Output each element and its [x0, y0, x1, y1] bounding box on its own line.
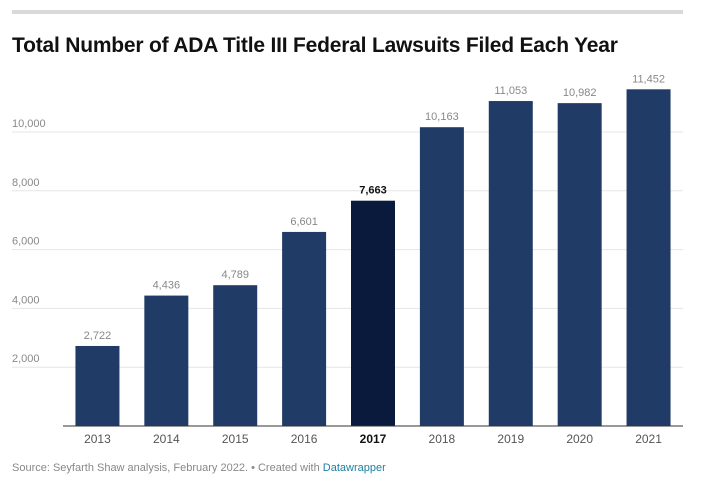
value-label-2018: 10,163: [425, 111, 459, 123]
source-text: Source: Seyfarth Shaw analysis, February…: [12, 462, 323, 474]
x-tick-label-2020: 2020: [566, 432, 593, 446]
chart-title: Total Number of ADA Title III Federal La…: [12, 34, 618, 57]
x-tick-label-2018: 2018: [429, 432, 456, 446]
value-label-2020: 10,982: [563, 87, 597, 99]
value-label-2015: 4,789: [221, 269, 249, 281]
bar-2015: [213, 285, 258, 426]
bar-2014: [144, 295, 189, 426]
value-label-2019: 11,053: [494, 85, 527, 97]
value-label-2017: 7,663: [359, 185, 387, 197]
y-tick-label: 6,000: [12, 236, 40, 248]
source-footer: Source: Seyfarth Shaw analysis, February…: [12, 462, 386, 474]
value-label-2013: 2,722: [84, 330, 112, 342]
y-tick-label: 2,000: [12, 353, 40, 365]
y-tick-label: 10,000: [12, 118, 46, 130]
x-tick-label-2021: 2021: [635, 432, 662, 446]
top-divider: [12, 10, 683, 14]
bar-2021: [626, 89, 671, 426]
datawrapper-link[interactable]: Datawrapper: [322, 462, 386, 474]
bar-2020: [557, 103, 602, 426]
y-tick-label: 4,000: [12, 294, 40, 306]
bar-2018: [419, 127, 464, 427]
x-tick-label-2014: 2014: [153, 432, 180, 446]
bar-2016: [282, 231, 327, 426]
x-tick-label-2013: 2013: [84, 432, 111, 446]
bar-2017: [351, 200, 395, 426]
value-label-2014: 4,436: [153, 280, 181, 292]
x-tick-label-2019: 2019: [497, 432, 524, 446]
bar-2013: [75, 345, 120, 426]
x-tick-label-2017: 2017: [360, 432, 387, 446]
x-tick-label-2016: 2016: [291, 432, 318, 446]
value-label-2021: 11,452: [632, 73, 665, 85]
y-tick-label: 8,000: [12, 177, 40, 189]
x-tick-label-2015: 2015: [222, 432, 249, 446]
value-label-2016: 6,601: [290, 216, 318, 228]
bar-2019: [488, 101, 533, 426]
